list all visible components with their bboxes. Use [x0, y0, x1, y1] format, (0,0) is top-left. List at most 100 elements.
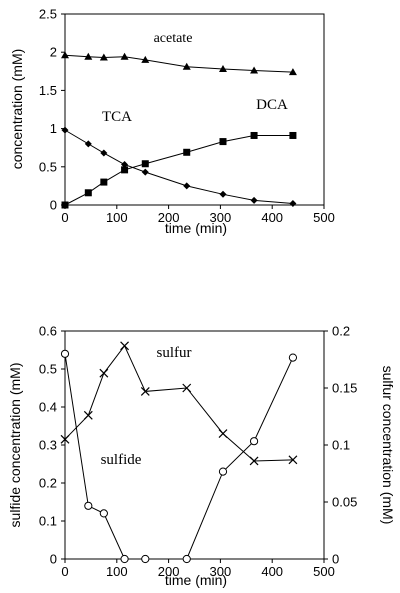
c2-sulfide-point-4 [141, 554, 150, 564]
c1-dca-line [64, 134, 293, 206]
c1-dca-point-5 [183, 148, 191, 156]
c2-sulfur-point-2 [99, 368, 109, 378]
c2-sulfur-point-0-b [60, 434, 70, 444]
c1-xtick-label-0: 0 [61, 210, 68, 225]
c1-ytick-label-4: 2 [50, 45, 57, 60]
x-axis-title-2: time (min) [165, 572, 227, 588]
c2-ytick-label-3: 0.3 [39, 438, 57, 453]
x-axis-title: time (min) [165, 220, 227, 236]
c2-ytick-label-2: 0.2 [39, 476, 57, 491]
c1-ytick-label-2: 1 [50, 121, 57, 136]
c1-dca-point-1 [84, 189, 92, 197]
c1-tca-point-1 [84, 140, 92, 148]
c2-y2tick-label-1: 0.05 [332, 495, 357, 510]
c1-ytick-label-1: 0.5 [39, 159, 57, 174]
c2-sulfur-point-7 [249, 456, 259, 466]
c1-tca-point-0 [61, 126, 69, 134]
c1-tca-point-4 [141, 168, 149, 176]
c2-y2tick-label-0: 0 [332, 552, 339, 567]
c1-dca-point-8 [289, 131, 297, 139]
c1-acetate-line [64, 54, 293, 73]
series-label-sulfide: sulfide [101, 452, 142, 468]
c1-xtick-label-3: 300 [210, 210, 232, 225]
c1-xtick-label-5: 500 [313, 210, 335, 225]
c1-xtick-label-1: 100 [106, 210, 128, 225]
c1-tca-point-3 [121, 161, 129, 169]
y-axis-title-left: sulfide concentration (mM) [7, 363, 23, 528]
c2-sulfide-point-2 [99, 509, 108, 518]
c1-dca-point-4 [141, 160, 149, 168]
y-axis-title: concentration (mM) [9, 49, 25, 170]
c2-sulfur-point-4 [140, 386, 150, 396]
c2-sulfide-point-6 [218, 467, 228, 476]
c2-sulfur-point-5 [182, 383, 192, 393]
c1-dca-point-6 [219, 138, 227, 146]
c1-ytick-label-5: 2.5 [39, 7, 57, 22]
c2-sulfur-point-8 [288, 455, 298, 465]
y-axis-title-right: sulfur concentration (mM) [380, 366, 396, 525]
c2-ytick-label-6: 0.6 [39, 324, 57, 339]
c1-acetate-point-5 [182, 62, 191, 70]
c2-sulfur-point-8-b [288, 455, 298, 465]
c1-ytick-label-0: 0 [50, 198, 57, 213]
c2-sulfur-point-1 [83, 410, 93, 420]
c2-sulfide-point-3 [120, 554, 129, 564]
c2-sulfur-line [64, 344, 293, 462]
c2-sulfur-point-2-b [99, 368, 109, 378]
c2-sulfur-point-3-b [120, 341, 129, 351]
c1-acetate-point-3 [120, 52, 129, 60]
series-label-acetate: acetate [154, 31, 193, 46]
c2-sulfur-point-6 [218, 429, 228, 439]
c2-ytick-label-1: 0.1 [39, 514, 57, 529]
c1-acetate-point-0 [61, 51, 69, 59]
axis-ticks: 0 100 200 300 400 500 0 0.5 1 1.5 2 2.5 [39, 7, 335, 226]
c2-sulfur-point-1-b [83, 410, 93, 420]
c2-xtick-label-1: 100 [106, 564, 128, 579]
c1-acetate-point-2 [99, 53, 108, 61]
c2-sulfide-point-7 [249, 437, 259, 446]
c1-ytick-label-3: 1.5 [39, 83, 57, 98]
c2-ytick-label-4: 0.4 [39, 400, 57, 415]
c1-dca-point-2 [100, 178, 108, 186]
c1-tca-point-7 [250, 196, 258, 204]
c2-sulfide-point-8 [288, 353, 298, 362]
c1-xtick-label-2: 200 [158, 210, 180, 225]
c2-xtick-label-0: 0 [61, 564, 68, 579]
axis-ticks-2: 0 100 200 300 400 50000.10.20.30.40.50.600.05… [39, 324, 357, 580]
c2-sulfur-point-0 [60, 434, 70, 444]
c2-sulfur-point-3 [120, 341, 129, 351]
c2-xtick-label-4: 400 [261, 564, 283, 579]
c1-dca-point-7 [250, 131, 258, 139]
c2-ytick-label-0: 0 [50, 552, 57, 567]
c1-acetate-point-7 [250, 66, 259, 74]
c1-acetate-point-6 [218, 65, 227, 73]
c2-xtick-label-5: 500 [313, 564, 335, 579]
c2-sulfur-point-5-b [182, 383, 192, 393]
c2-y2tick-label-3: 0.15 [332, 381, 357, 396]
plot-frame [64, 13, 325, 206]
series-group [61, 51, 297, 209]
c2-sulfur-point-6-b [218, 429, 228, 439]
c1-acetate-point-4 [141, 55, 150, 63]
c1-dca-point-0 [61, 201, 69, 209]
c2-sulfide-point-1 [84, 501, 93, 510]
c2-sulfide-point-5 [182, 554, 191, 564]
c2-ytick-label-5: 0.5 [39, 362, 57, 377]
series-label-dca: DCA [256, 97, 288, 113]
c1-tca-point-2 [100, 149, 108, 157]
c2-sulfur-point-4-b [140, 386, 150, 396]
plot-frame-2 [64, 330, 325, 560]
series-group-2 [60, 341, 298, 564]
c2-xtick-label-3: 300 [210, 564, 232, 579]
series-label-tca: TCA [102, 109, 132, 125]
c1-dca-point-3 [121, 166, 129, 174]
c2-sulfide-point-0 [60, 349, 70, 358]
c1-tca-point-8 [289, 199, 297, 207]
chart-sulfide-sulfur: 0 100 200 300 400 50000.10.20.30.40.50.600.05… [7, 324, 396, 589]
series-label-sulfur: sulfur [157, 345, 192, 361]
c2-y2tick-label-4: 0.2 [332, 324, 350, 339]
c1-xtick-label-4: 400 [261, 210, 283, 225]
c2-y2tick-label-2: 0.1 [332, 438, 350, 453]
